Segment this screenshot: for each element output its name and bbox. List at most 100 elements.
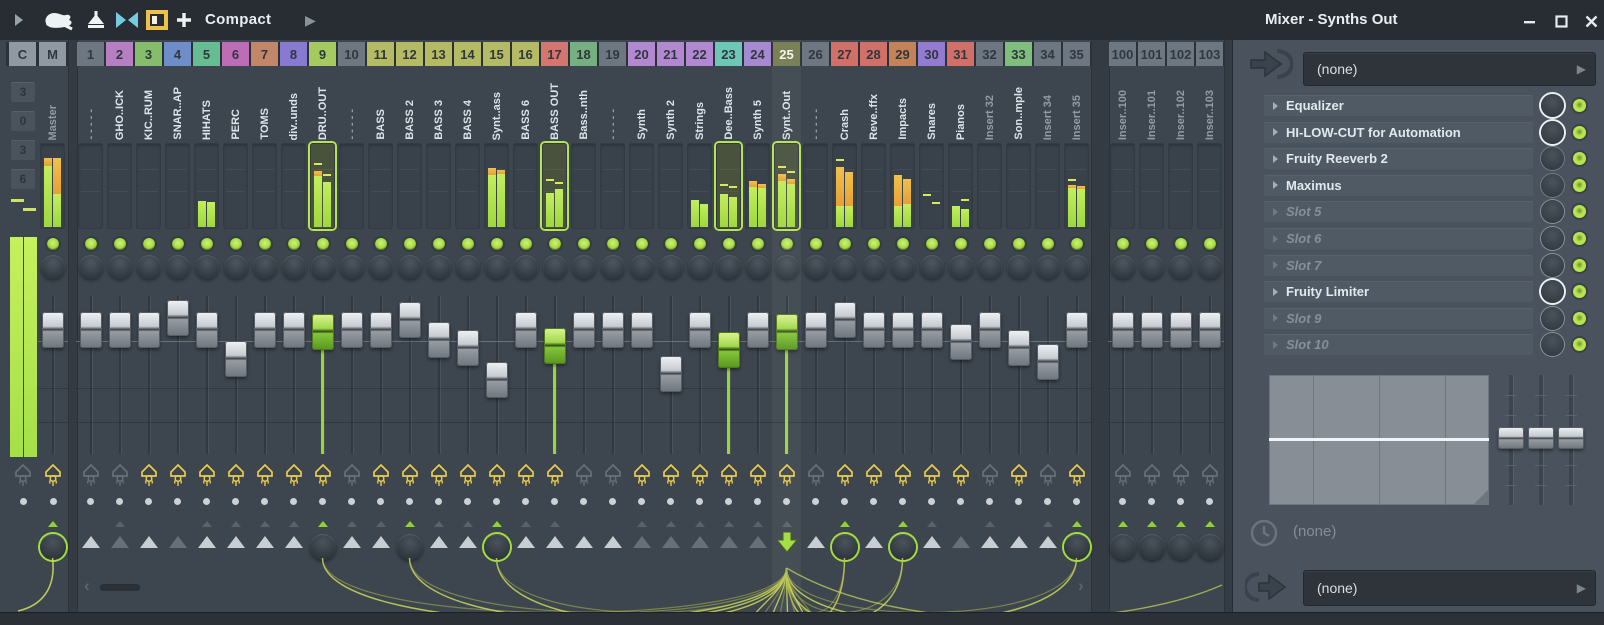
track-number-tab[interactable]: C bbox=[9, 42, 36, 66]
send-knob[interactable] bbox=[1167, 534, 1194, 560]
track-number-tab[interactable]: 6 bbox=[222, 42, 249, 66]
mute-led[interactable] bbox=[345, 238, 358, 250]
peak-meter[interactable] bbox=[78, 143, 103, 229]
mixer-track-22[interactable]: 22 Strings bbox=[685, 40, 714, 612]
track-name[interactable]: Snares bbox=[925, 103, 938, 140]
volume-fader[interactable] bbox=[1198, 312, 1221, 348]
send-knob[interactable] bbox=[1063, 534, 1090, 560]
track-number-tab[interactable]: 29 bbox=[889, 42, 916, 66]
track-dot[interactable] bbox=[812, 498, 819, 505]
pan-knob[interactable] bbox=[745, 255, 770, 279]
pan-knob[interactable] bbox=[832, 255, 857, 279]
volume-fader[interactable] bbox=[717, 332, 740, 368]
track-number-tab[interactable]: 15 bbox=[483, 42, 510, 66]
pan-knob[interactable] bbox=[774, 255, 799, 279]
slot-menu-arrow-icon[interactable] bbox=[1273, 181, 1278, 190]
volume-fader[interactable] bbox=[108, 312, 131, 348]
mute-led[interactable] bbox=[1116, 238, 1129, 250]
slot-mix-knob[interactable] bbox=[1541, 120, 1564, 144]
fader-track[interactable] bbox=[843, 296, 846, 454]
effect-slot-6[interactable]: Slot 6 bbox=[1264, 228, 1533, 249]
slot-enable-led[interactable] bbox=[1573, 99, 1586, 112]
track-dot[interactable] bbox=[580, 498, 587, 505]
pan-knob[interactable] bbox=[803, 255, 828, 279]
track-dot[interactable] bbox=[261, 498, 268, 505]
audio-input-icon[interactable] bbox=[1247, 49, 1293, 79]
lamp-icon[interactable] bbox=[372, 463, 389, 488]
peak-meter[interactable] bbox=[1197, 143, 1222, 229]
mixer-track-1[interactable]: 1 - - - - - bbox=[76, 40, 105, 612]
peak-meter[interactable] bbox=[397, 143, 422, 229]
fader-track[interactable] bbox=[466, 296, 469, 454]
route-arrow[interactable] bbox=[139, 536, 158, 548]
effect-slot-5[interactable]: Slot 5 bbox=[1264, 201, 1533, 223]
mute-led[interactable] bbox=[722, 238, 735, 250]
track-dot[interactable] bbox=[145, 498, 152, 505]
pan-knob[interactable] bbox=[368, 255, 393, 279]
pan-knob[interactable] bbox=[1197, 255, 1222, 279]
mute-led[interactable] bbox=[577, 238, 590, 250]
track-dot[interactable] bbox=[203, 498, 210, 505]
track-name[interactable]: Reve..ffx bbox=[867, 94, 880, 140]
track-number-tab[interactable]: 1 bbox=[77, 42, 104, 66]
track-number-tab[interactable]: 10 bbox=[338, 42, 365, 66]
mixer-track-5[interactable]: 5 HIHATS bbox=[192, 40, 221, 612]
track-name[interactable]: Master bbox=[47, 104, 59, 140]
pan-knob[interactable] bbox=[1006, 255, 1031, 279]
peak-meter[interactable] bbox=[600, 143, 625, 229]
lamp-icon[interactable] bbox=[952, 463, 969, 488]
slot-mix-knob[interactable] bbox=[1541, 94, 1564, 117]
effect-slot-8[interactable]: Fruity Limiter bbox=[1264, 281, 1533, 303]
peak-meter[interactable] bbox=[658, 143, 683, 229]
slot-menu-arrow-icon[interactable] bbox=[1273, 287, 1278, 296]
fader-track[interactable] bbox=[118, 296, 121, 454]
peak-meter[interactable] bbox=[1064, 143, 1089, 229]
mute-led[interactable] bbox=[606, 238, 619, 250]
track-name[interactable]: BASS bbox=[374, 109, 387, 140]
track-dot[interactable] bbox=[899, 498, 906, 505]
track-name[interactable]: DRU..OUT bbox=[316, 86, 329, 140]
peak-meter[interactable] bbox=[542, 143, 567, 229]
track-name[interactable]: - - - - - bbox=[345, 109, 358, 140]
slot-mix-knob[interactable] bbox=[1541, 333, 1564, 357]
send-knob[interactable] bbox=[40, 534, 66, 560]
pan-knob[interactable] bbox=[919, 255, 944, 279]
track-number-tab[interactable]: 26 bbox=[802, 42, 829, 66]
peak-meter[interactable] bbox=[948, 143, 973, 229]
track-name[interactable]: Insert 35 bbox=[1070, 94, 1083, 140]
hand-icon[interactable] bbox=[42, 10, 74, 31]
pan-knob[interactable] bbox=[542, 255, 567, 279]
fader-track[interactable] bbox=[814, 296, 817, 454]
mixer-track-103[interactable]: 103 Inser..103 bbox=[1195, 40, 1224, 612]
lamp-icon[interactable] bbox=[923, 463, 940, 488]
track-name[interactable]: BASS 2 bbox=[403, 100, 416, 140]
peak-meter[interactable] bbox=[136, 143, 161, 229]
track-name[interactable]: Insert 32 bbox=[983, 94, 996, 140]
mute-led[interactable] bbox=[519, 238, 532, 250]
track-name[interactable]: Synth bbox=[635, 109, 648, 140]
volume-fader[interactable] bbox=[1111, 312, 1134, 348]
volume-fader[interactable] bbox=[920, 312, 943, 348]
track-number-tab[interactable]: 102 bbox=[1167, 42, 1194, 66]
pan-knob[interactable] bbox=[165, 255, 190, 279]
mixer-track-7[interactable]: 7 TOMS bbox=[250, 40, 279, 612]
detached-window-icon[interactable] bbox=[146, 10, 168, 30]
track-name[interactable]: - - - - - bbox=[606, 109, 619, 140]
volume-fader[interactable] bbox=[282, 312, 305, 348]
mute-led[interactable] bbox=[200, 238, 213, 250]
peak-meter[interactable] bbox=[919, 143, 944, 229]
track-name[interactable]: div..unds bbox=[287, 92, 300, 140]
pan-knob[interactable] bbox=[890, 255, 915, 279]
mute-led[interactable] bbox=[1203, 238, 1216, 250]
mixer-track-21[interactable]: 21 Synth 2 bbox=[656, 40, 685, 612]
mixer-track-28[interactable]: 28 Reve..ffx bbox=[859, 40, 888, 612]
mute-led[interactable] bbox=[693, 238, 706, 250]
mute-led[interactable] bbox=[403, 238, 416, 250]
peak-meter[interactable] bbox=[368, 143, 393, 229]
mute-led[interactable] bbox=[47, 238, 59, 250]
dock-bowtie-icon[interactable] bbox=[114, 10, 140, 30]
pan-knob[interactable] bbox=[600, 255, 625, 279]
mute-led[interactable] bbox=[896, 238, 909, 250]
fader-track[interactable] bbox=[640, 296, 643, 454]
track-name[interactable]: Synt..ass bbox=[490, 91, 503, 140]
